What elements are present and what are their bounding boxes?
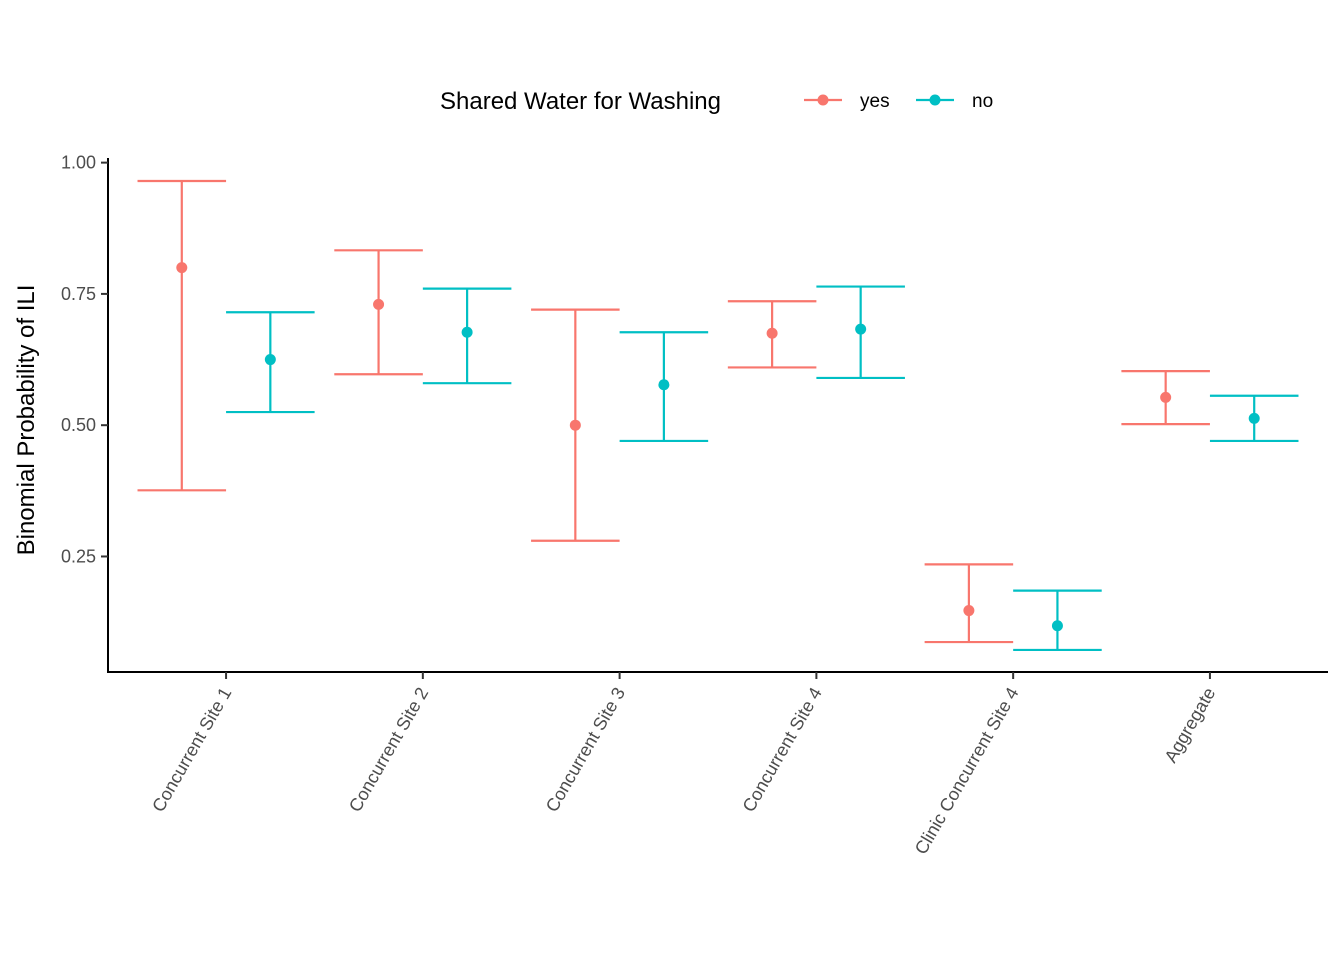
point-no [855, 323, 867, 335]
point-no [658, 379, 670, 391]
y-tick-label: 0.50 [61, 415, 96, 435]
point-yes [373, 298, 385, 310]
x-tick-label: Concurrent Site 1 [148, 684, 235, 815]
y-tick-label: 1.00 [61, 153, 96, 173]
x-tick-label: Clinic Concurrent Site 4 [911, 684, 1023, 858]
point-no [461, 326, 473, 338]
legend-title: Shared Water for Washing [440, 88, 721, 115]
point-no [1051, 620, 1063, 632]
series-no [226, 285, 1299, 652]
legend-label: no [972, 91, 993, 112]
point-no [1248, 412, 1260, 424]
point-yes [1160, 391, 1172, 403]
y-axis-title: Binomial Probability of ILI [13, 285, 40, 556]
x-tick-label: Aggregate [1161, 684, 1220, 766]
y-tick-label: 0.25 [61, 546, 96, 566]
legend-key-point [817, 94, 829, 106]
legend-label: yes [860, 91, 890, 112]
series-yes [137, 179, 1210, 644]
legend: Shared Water for Washing yes no [440, 88, 993, 115]
point-no [264, 354, 276, 366]
legend-key-point [929, 94, 941, 106]
y-tick-label: 0.75 [61, 284, 96, 304]
point-yes [766, 327, 778, 339]
x-tick-label: Concurrent Site 2 [345, 684, 432, 815]
x-tick-label: Concurrent Site 4 [738, 684, 825, 815]
point-yes [176, 262, 188, 274]
legend-item-no: no [916, 91, 993, 112]
point-yes [569, 419, 581, 431]
plot-area: 0.25 0.50 0.75 1.00 Concurrent Site 1 Concurr… [61, 153, 1328, 858]
x-tick-label: Concurrent Site 3 [542, 684, 629, 815]
point-yes [963, 605, 975, 617]
legend-item-yes: yes [804, 91, 890, 112]
